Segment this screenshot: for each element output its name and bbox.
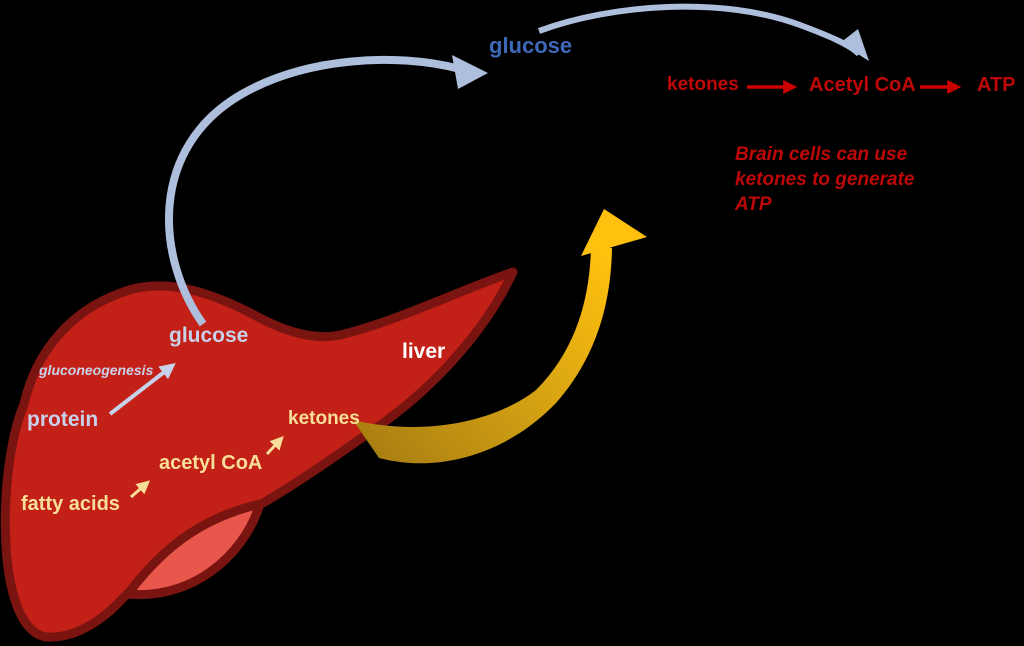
ketones-to-brain-arrowhead bbox=[581, 209, 647, 256]
blood-glucose-label: glucose bbox=[489, 33, 573, 58]
brain-note-line1: Brain cells can use bbox=[735, 144, 908, 165]
gluconeogenesis-label: gluconeogenesis bbox=[39, 362, 154, 378]
fatty-acids-label: fatty acids bbox=[21, 493, 120, 515]
brain-ketones-label: ketones bbox=[667, 74, 739, 95]
liver-ketones-label: ketones bbox=[288, 408, 360, 429]
protein-label: protein bbox=[27, 408, 99, 431]
liver-lobe-shape bbox=[123, 499, 265, 600]
ketones-to-brain-arrow bbox=[353, 246, 612, 464]
brain-note-line2: ketones to generate bbox=[735, 169, 915, 190]
liver-glucose-to-blood-arrowhead bbox=[452, 55, 488, 89]
liver-glucose-to-blood-arrow bbox=[164, 55, 462, 327]
liver-acetyl-coa-label: acetyl CoA bbox=[159, 452, 263, 474]
liver-name-label: liver bbox=[402, 340, 446, 363]
glucose-to-brain-arrowhead bbox=[840, 29, 869, 61]
liver-shape bbox=[0, 267, 518, 642]
acetyl-coa-to-ketones-arrow bbox=[265, 436, 284, 456]
brain-note-line3: ATP bbox=[735, 194, 772, 215]
liver-glucose-label: glucose bbox=[169, 324, 249, 347]
brain-note: Brain cells can use ketones to generate … bbox=[735, 142, 915, 217]
gluconeogenesis-arrow bbox=[108, 363, 176, 416]
fatty-acids-to-acetyl-coa-arrow bbox=[130, 480, 151, 499]
glucose-to-brain-arrow bbox=[537, 3, 862, 57]
brain-acetyl-coa-label: Acetyl CoA bbox=[809, 74, 916, 96]
brain-atp-label: ATP bbox=[977, 74, 1016, 96]
